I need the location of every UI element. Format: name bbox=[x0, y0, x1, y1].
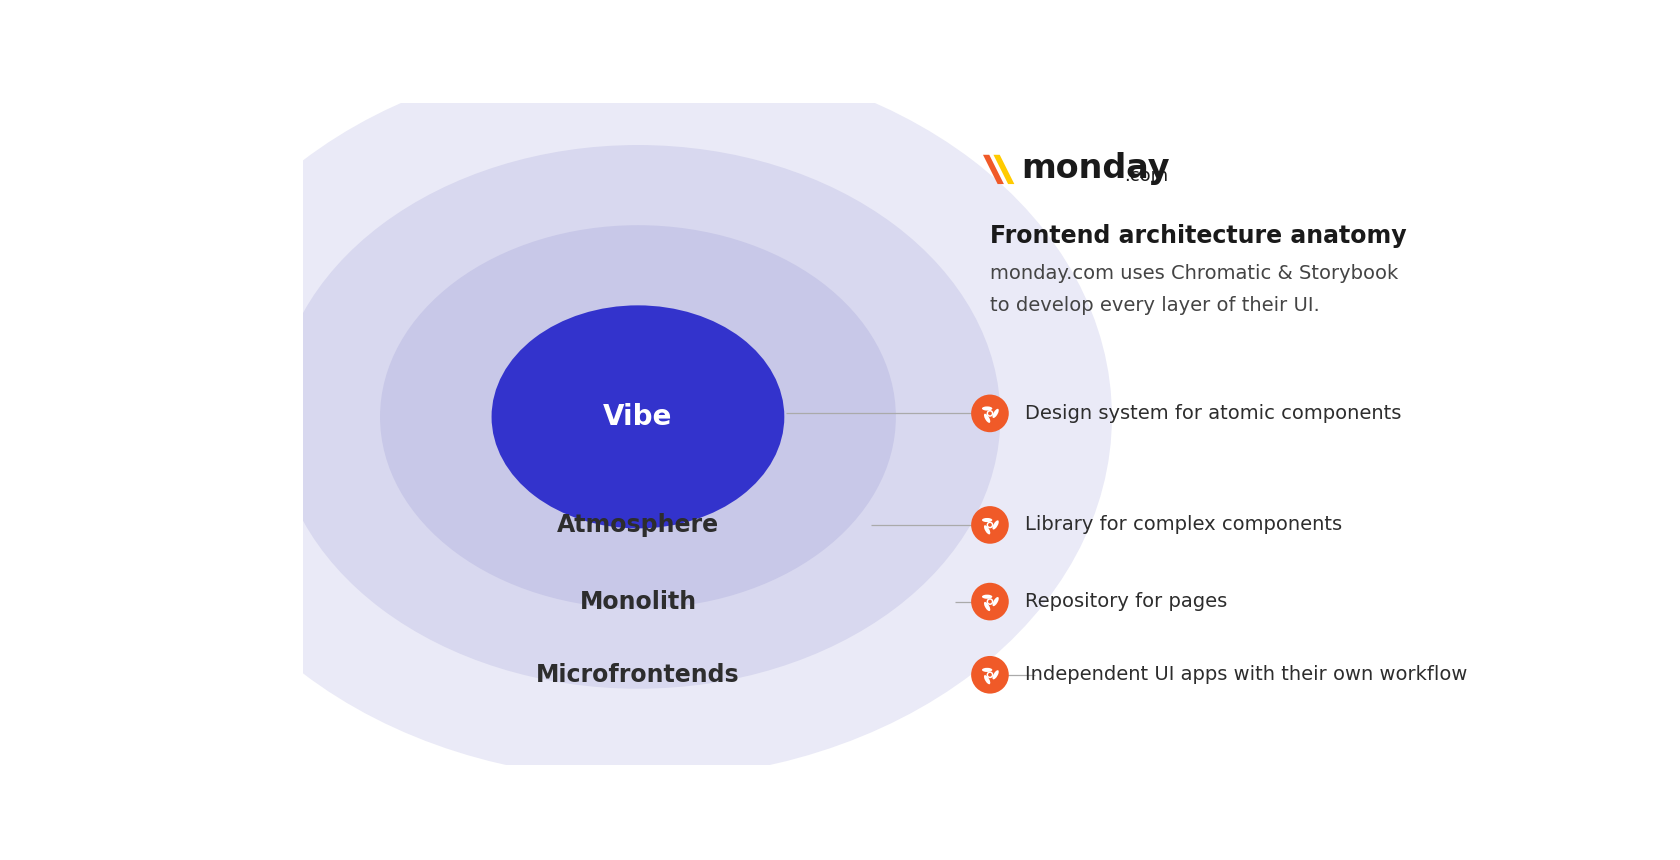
Circle shape bbox=[986, 672, 993, 679]
Ellipse shape bbox=[981, 518, 993, 522]
Ellipse shape bbox=[993, 520, 998, 530]
Circle shape bbox=[971, 656, 1008, 694]
Text: Repository for pages: Repository for pages bbox=[1025, 592, 1226, 611]
Polygon shape bbox=[993, 155, 1015, 184]
Ellipse shape bbox=[984, 602, 990, 611]
Circle shape bbox=[988, 523, 991, 527]
Text: monday.com uses Chromatic & Storybook: monday.com uses Chromatic & Storybook bbox=[990, 265, 1398, 284]
Text: Vibe: Vibe bbox=[603, 402, 672, 431]
Ellipse shape bbox=[276, 145, 1000, 689]
Text: to develop every layer of their UI.: to develop every layer of their UI. bbox=[990, 296, 1320, 315]
Ellipse shape bbox=[984, 675, 990, 685]
Text: Independent UI apps with their own workflow: Independent UI apps with their own workf… bbox=[1025, 666, 1467, 685]
Ellipse shape bbox=[981, 594, 993, 599]
Circle shape bbox=[971, 395, 1008, 433]
Circle shape bbox=[988, 673, 991, 677]
Ellipse shape bbox=[993, 408, 998, 418]
Text: Design system for atomic components: Design system for atomic components bbox=[1025, 404, 1401, 423]
Text: Frontend architecture anatomy: Frontend architecture anatomy bbox=[990, 224, 1406, 248]
Circle shape bbox=[988, 411, 991, 415]
Text: Monolith: Monolith bbox=[580, 590, 697, 613]
Circle shape bbox=[986, 599, 993, 605]
Circle shape bbox=[986, 410, 993, 417]
Ellipse shape bbox=[981, 407, 993, 410]
Ellipse shape bbox=[165, 54, 1112, 779]
Polygon shape bbox=[983, 155, 1005, 184]
Ellipse shape bbox=[380, 225, 895, 609]
Circle shape bbox=[971, 583, 1008, 620]
Text: Library for complex components: Library for complex components bbox=[1025, 515, 1342, 534]
Ellipse shape bbox=[984, 414, 990, 423]
Ellipse shape bbox=[984, 525, 990, 534]
Ellipse shape bbox=[492, 305, 785, 528]
Circle shape bbox=[988, 599, 991, 604]
Circle shape bbox=[971, 506, 1008, 544]
Text: monday: monday bbox=[1021, 151, 1169, 185]
Text: .com: .com bbox=[1124, 167, 1168, 185]
Text: Atmosphere: Atmosphere bbox=[556, 513, 719, 537]
Ellipse shape bbox=[993, 670, 998, 679]
Text: Microfrontends: Microfrontends bbox=[536, 663, 739, 687]
Ellipse shape bbox=[981, 668, 993, 672]
Circle shape bbox=[986, 521, 993, 528]
Ellipse shape bbox=[993, 597, 998, 606]
